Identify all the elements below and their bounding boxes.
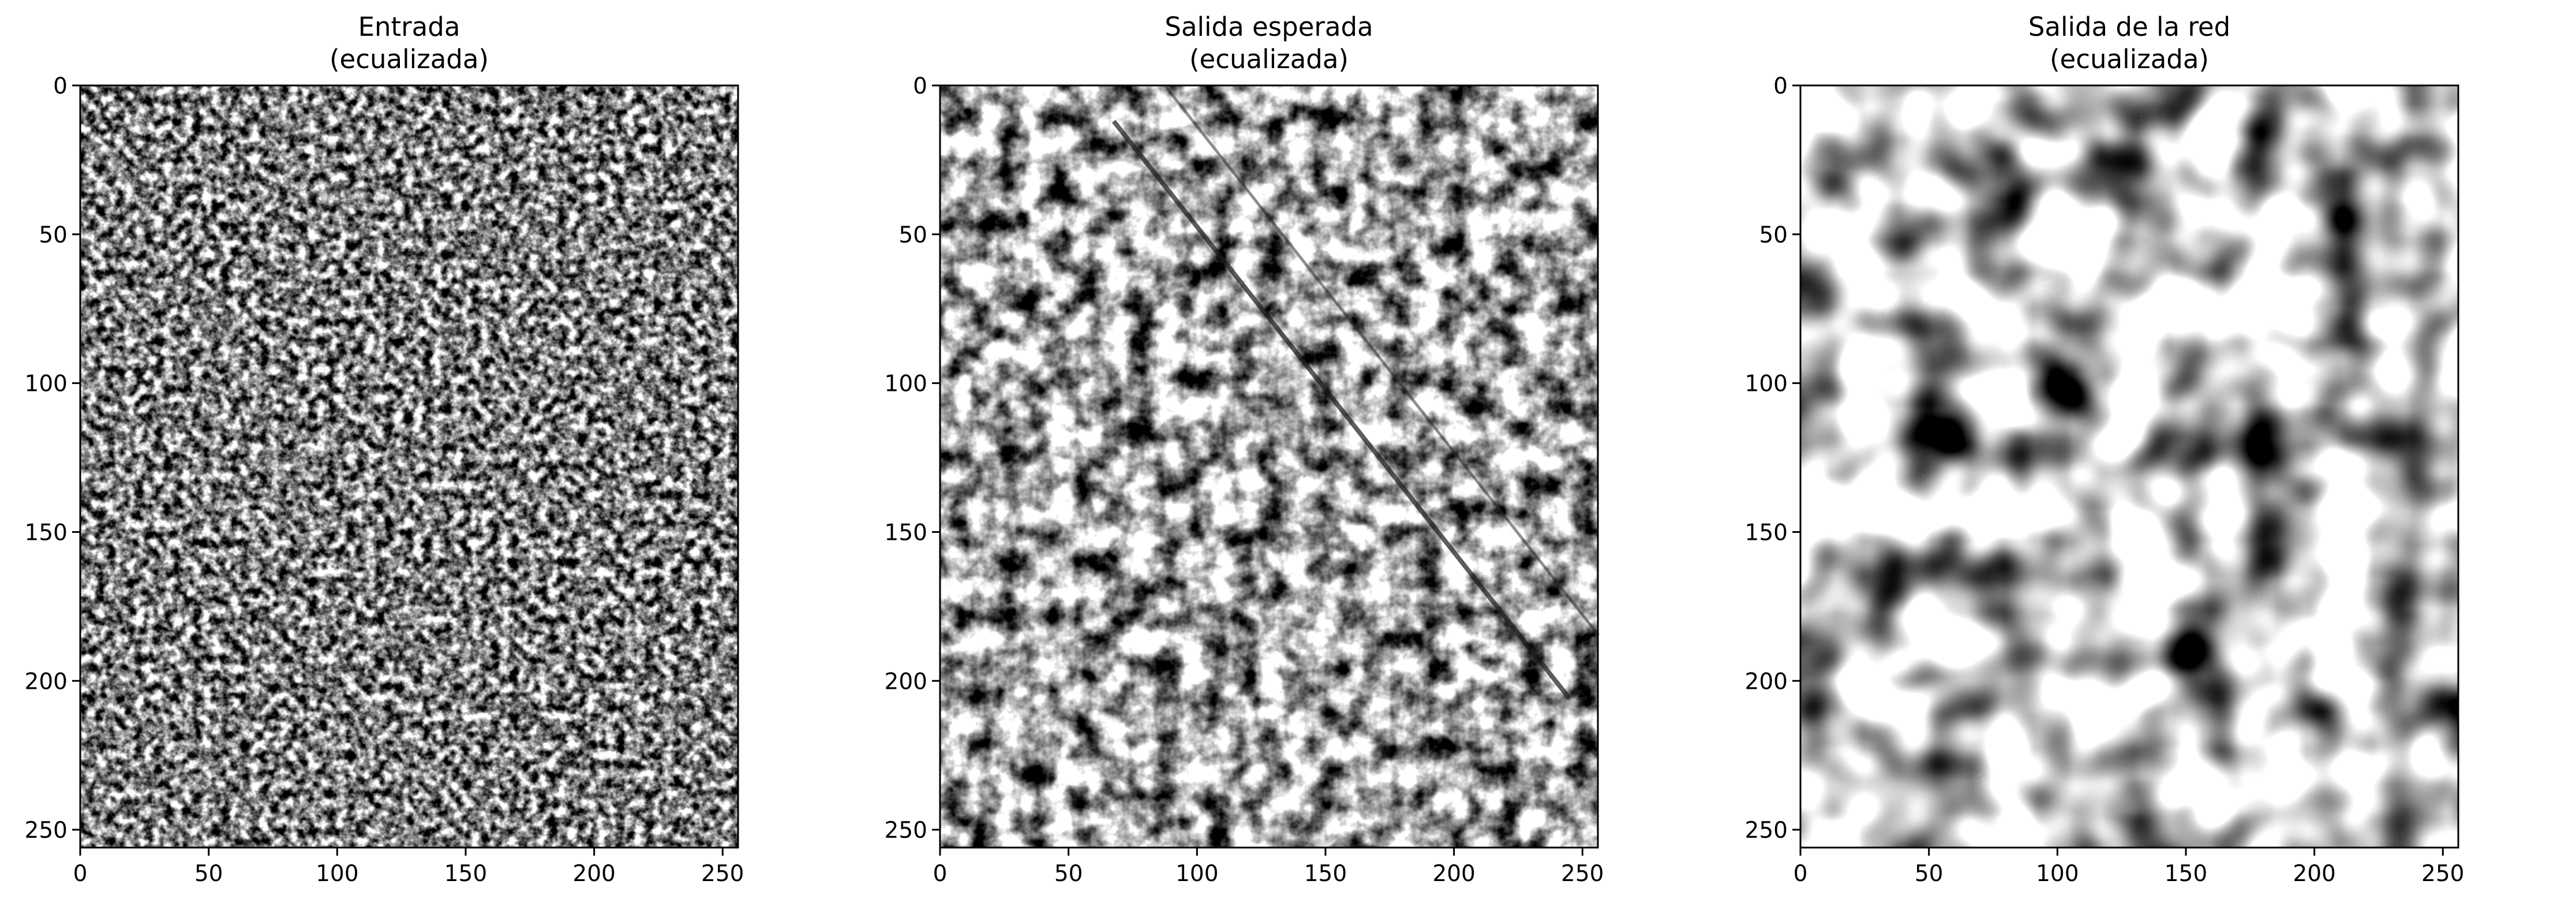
x-tick-label: 0 (1794, 861, 1808, 887)
speckle-image (940, 85, 1598, 848)
y-tick-label: 50 (1759, 222, 1788, 248)
y-tick-label: 0 (913, 73, 927, 99)
y-tick-label: 150 (25, 520, 68, 546)
image-area (80, 85, 738, 848)
panel-title-line2: (ecualizada) (2050, 44, 2209, 74)
x-tick-label: 100 (316, 861, 358, 887)
x-tick-label: 50 (1915, 861, 1944, 887)
y-tick-label: 0 (53, 73, 68, 99)
y-tick-label: 150 (885, 520, 927, 546)
x-tick-label: 50 (1054, 861, 1083, 887)
panel-title-line2: (ecualizada) (1189, 44, 1349, 74)
x-tick-label: 150 (2165, 861, 2207, 887)
panel-title-line2: (ecualizada) (330, 44, 489, 74)
y-tick-label: 250 (25, 818, 68, 844)
x-tick-label: 200 (2293, 861, 2335, 887)
x-tick-label: 150 (444, 861, 487, 887)
y-tick-label: 150 (1745, 520, 1788, 546)
x-tick-label: 150 (1304, 861, 1347, 887)
x-tick-label: 50 (194, 861, 223, 887)
panel-title-line1: Salida de la red (2028, 12, 2230, 42)
speckle-image (1800, 85, 2458, 848)
diagonal-feature (1111, 120, 1572, 700)
image-area (940, 85, 1600, 848)
diagonal-feature (1165, 85, 1600, 636)
panel-network-output: Salida de la red (ecualizada) 0 50 100 150 2… (1745, 12, 2465, 887)
panel-title-line1: Salida esperada (1165, 12, 1373, 42)
y-tick-label: 50 (898, 222, 927, 248)
x-tick-label: 100 (1175, 861, 1218, 887)
x-tick-label: 250 (2421, 861, 2464, 887)
x-tick-label: 250 (1561, 861, 1604, 887)
axes-frame (79, 84, 739, 849)
panel-input: Entrada (ecualizada) 0 50 100 150 200 2500501… (25, 12, 744, 887)
speckle-image (80, 85, 738, 848)
y-tick-label: 100 (25, 371, 68, 397)
image-area (1800, 85, 2458, 848)
x-tick-label: 0 (73, 861, 88, 887)
y-tick-label: 250 (885, 818, 927, 844)
y-tick-label: 250 (1745, 818, 1788, 844)
panel-expected-output: Salida esperada (ecualizada) 0 50 100 150 20… (885, 12, 1604, 887)
y-tick-label: 100 (1745, 371, 1788, 397)
x-tick-label: 100 (2036, 861, 2079, 887)
x-tick-label: 250 (701, 861, 744, 887)
y-tick-label: 200 (885, 669, 927, 695)
x-tick-label: 0 (933, 861, 948, 887)
y-tick-label: 50 (39, 222, 68, 248)
axes-frame (939, 84, 1599, 849)
x-tick-label: 200 (1432, 861, 1475, 887)
y-tick-label: 100 (885, 371, 927, 397)
y-tick-label: 200 (25, 669, 68, 695)
panel-title-line1: Entrada (358, 12, 460, 42)
axes-frame (1799, 84, 2459, 849)
y-tick-label: 0 (1773, 73, 1788, 99)
x-tick-label: 200 (572, 861, 615, 887)
y-tick-label: 200 (1745, 669, 1788, 695)
